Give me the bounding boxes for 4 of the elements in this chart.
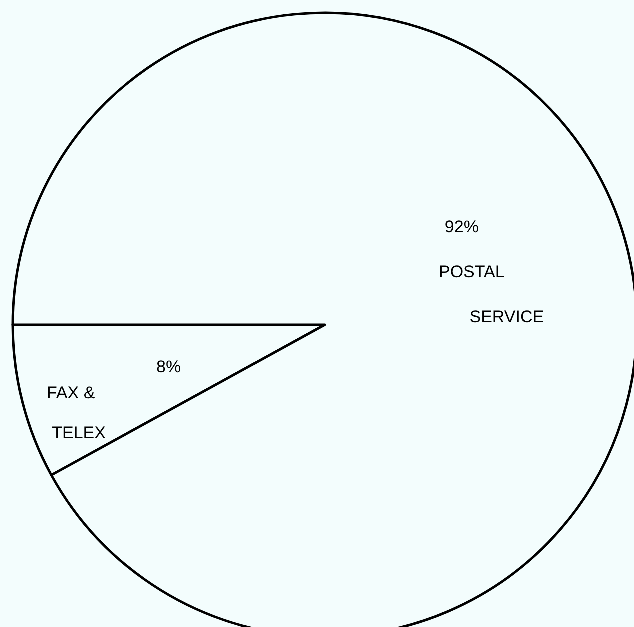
- category-label: POSTAL SERVICE: [439, 262, 544, 326]
- data-label: 92%: [444, 217, 479, 236]
- data-label: 8%: [156, 358, 182, 377]
- category-label: FAX & TELEX: [46, 383, 106, 442]
